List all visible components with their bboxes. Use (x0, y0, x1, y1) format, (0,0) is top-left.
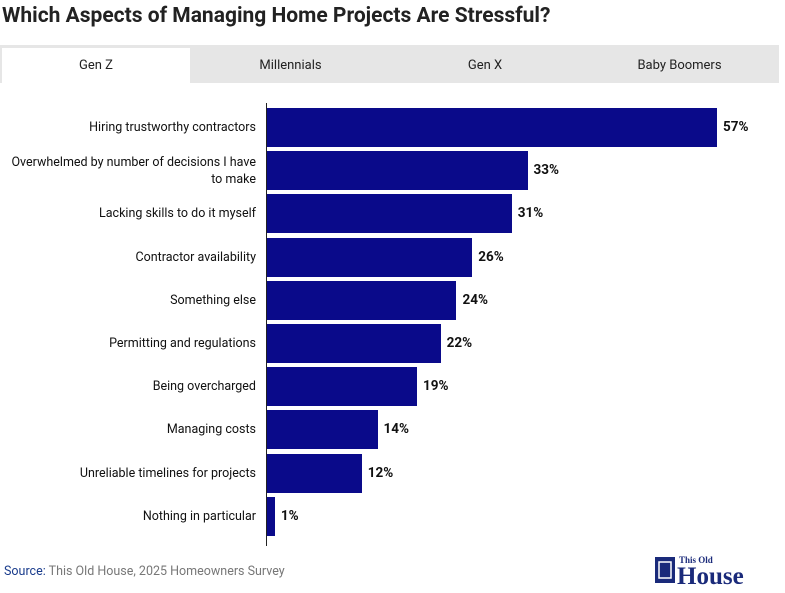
bar (267, 151, 528, 191)
category-label: Unreliable timelines for projects (79, 465, 256, 481)
bar (267, 237, 473, 277)
bar (267, 194, 512, 234)
logo-icon (655, 557, 675, 583)
category-label: Hiring trustworthy contractors (89, 120, 256, 135)
category-label: Lacking skills to do it myself (99, 206, 256, 222)
source-label: Source: (4, 564, 46, 579)
title: Which Aspects of Managing Home Projects … (2, 4, 551, 28)
value-label: 14% (383, 421, 409, 438)
logo: This Old House (655, 555, 744, 587)
value-label: 33% (533, 162, 559, 179)
bar (267, 367, 417, 407)
tab[interactable]: Gen Z (2, 48, 190, 83)
category-label: Being overcharged (152, 379, 256, 395)
bar (267, 324, 441, 363)
tab[interactable]: Baby Boomers (637, 58, 722, 73)
tab-bar: Gen Z Millennials Gen X Baby Boomers (0, 45, 779, 83)
bar (267, 280, 457, 320)
bar (267, 108, 717, 147)
category-label: Overwhelmed by number of decisions I hav… (11, 154, 256, 187)
value-label: 57% (723, 119, 749, 135)
category-label: Something else (170, 292, 256, 308)
logo-bottom: House (677, 563, 744, 587)
source: Source: This Old House, 2025 Homeowners … (4, 564, 285, 579)
value-label: 1% (280, 507, 299, 524)
logo-top: This Old (679, 555, 713, 565)
axis-line (266, 103, 267, 546)
tab[interactable]: Millennials (259, 58, 322, 73)
value-label: 24% (462, 291, 488, 308)
bar (267, 410, 378, 450)
bar (267, 496, 275, 536)
logo-icon-window (658, 561, 672, 579)
value-label: 31% (517, 205, 544, 222)
bar (267, 453, 362, 493)
value-label: 26% (478, 248, 504, 265)
tab[interactable]: Gen X (467, 58, 503, 73)
category-label: Contractor availability (135, 249, 256, 265)
value-label: 19% (423, 378, 449, 395)
category-label: Managing costs (166, 422, 256, 438)
category-label: Permitting and regulations (109, 336, 256, 351)
value-label: 12% (367, 464, 394, 481)
value-label: 22% (446, 335, 473, 351)
category-label: Nothing in particular (142, 508, 256, 524)
source-text: This Old House, 2025 Homeowners Survey (48, 564, 285, 579)
